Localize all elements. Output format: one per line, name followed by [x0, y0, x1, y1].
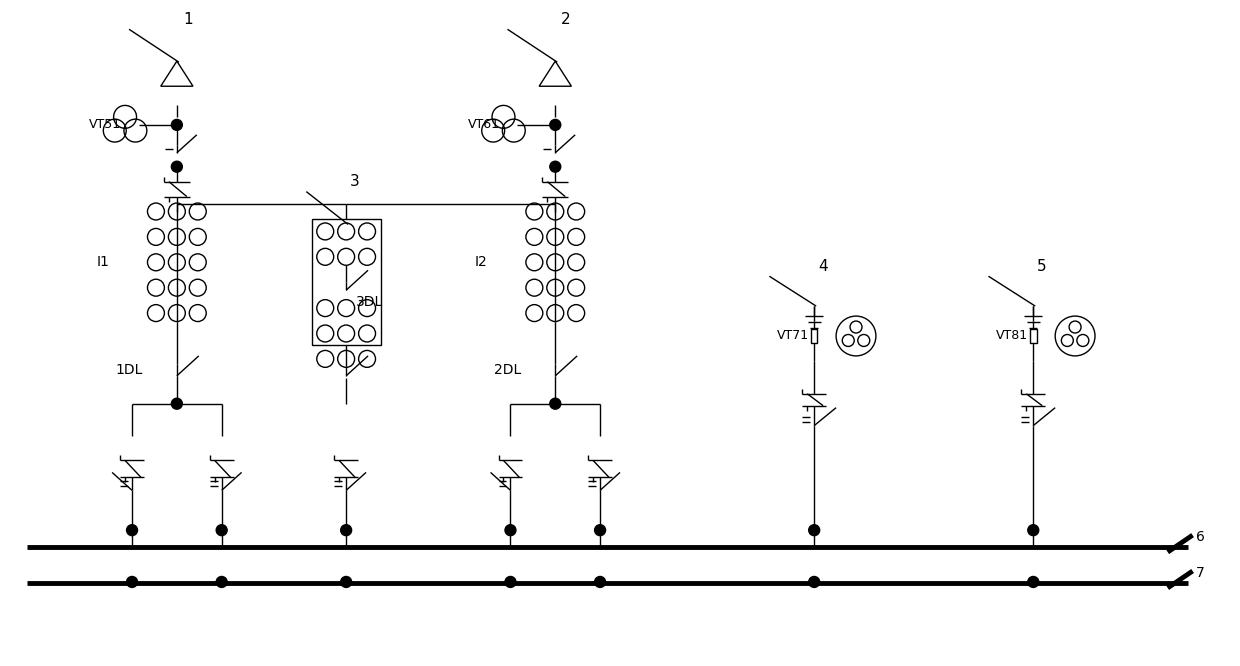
Text: 1DL: 1DL	[115, 363, 143, 377]
Circle shape	[341, 577, 352, 587]
Text: 2: 2	[562, 12, 570, 27]
Circle shape	[126, 525, 138, 535]
Circle shape	[808, 577, 820, 587]
Text: VT51: VT51	[89, 119, 122, 131]
Bar	[311, 219, 381, 346]
Text: 6: 6	[1195, 530, 1204, 544]
Circle shape	[216, 525, 227, 535]
Text: 4: 4	[818, 259, 828, 274]
Circle shape	[595, 577, 605, 587]
Text: 7: 7	[1195, 566, 1204, 580]
Text: 2DL: 2DL	[494, 363, 521, 377]
Circle shape	[505, 577, 516, 587]
Circle shape	[171, 161, 182, 172]
Circle shape	[171, 119, 182, 131]
Text: 1: 1	[182, 12, 192, 27]
Circle shape	[1028, 525, 1039, 535]
Text: VT71: VT71	[777, 330, 810, 342]
Circle shape	[171, 398, 182, 409]
Circle shape	[126, 577, 138, 587]
Text: VT81: VT81	[996, 330, 1028, 342]
Text: 3: 3	[350, 174, 360, 188]
Text: I2: I2	[475, 255, 487, 269]
Bar	[1030, 329, 1037, 343]
Circle shape	[505, 525, 516, 535]
Text: 3DL: 3DL	[356, 295, 383, 309]
Circle shape	[216, 577, 227, 587]
Text: VT61: VT61	[467, 119, 500, 131]
Circle shape	[549, 398, 560, 409]
Text: 5: 5	[1037, 259, 1047, 274]
Circle shape	[595, 525, 605, 535]
Text: I1: I1	[97, 255, 109, 269]
Circle shape	[1028, 577, 1039, 587]
Circle shape	[341, 525, 352, 535]
Circle shape	[808, 525, 820, 535]
Circle shape	[549, 119, 560, 131]
Bar	[811, 329, 817, 343]
Circle shape	[549, 161, 560, 172]
